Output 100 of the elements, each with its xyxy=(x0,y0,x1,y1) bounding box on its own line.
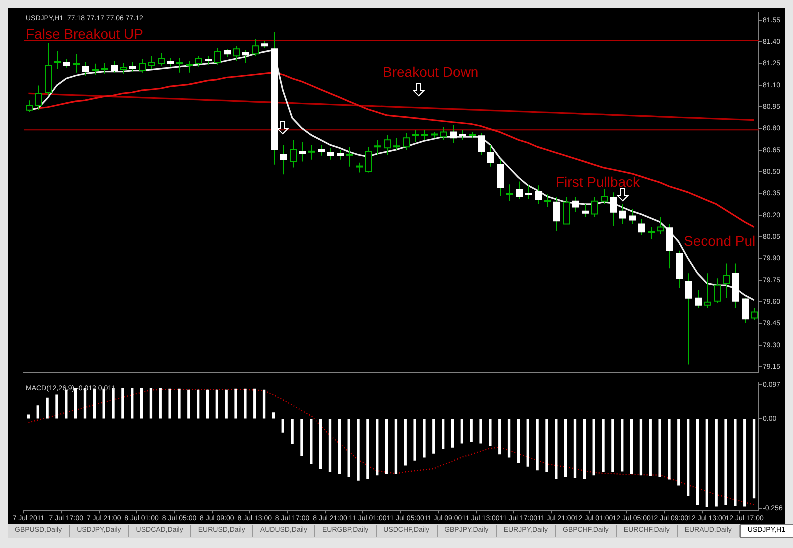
candlestick xyxy=(591,196,598,218)
candlestick xyxy=(111,60,118,74)
bar xyxy=(526,419,530,467)
candlestick xyxy=(506,184,513,202)
bar xyxy=(225,390,228,419)
bar xyxy=(131,388,134,419)
bar xyxy=(319,419,322,470)
candlestick xyxy=(648,226,655,240)
bar xyxy=(159,388,162,419)
bar xyxy=(517,419,520,464)
candlestick xyxy=(478,132,485,156)
candlestick xyxy=(139,58,146,74)
bar xyxy=(196,390,200,419)
bar xyxy=(734,419,737,506)
bar xyxy=(357,419,360,481)
candlestick xyxy=(421,130,428,141)
candlestick xyxy=(346,146,353,168)
candlestick xyxy=(525,185,532,200)
candlestick xyxy=(714,278,721,304)
candlestick xyxy=(459,130,466,141)
bar xyxy=(348,419,350,478)
candlestick xyxy=(638,218,645,236)
bar xyxy=(555,419,558,480)
candlestick xyxy=(92,63,99,76)
bar xyxy=(414,419,416,461)
bar xyxy=(460,419,464,444)
candlestick xyxy=(403,132,410,150)
candlestick xyxy=(440,126,447,141)
candlestick xyxy=(233,46,240,62)
bar xyxy=(470,419,473,442)
candlestick xyxy=(252,38,259,57)
candlestick xyxy=(327,148,334,160)
bar xyxy=(36,406,40,419)
candlestick xyxy=(563,196,570,225)
bar xyxy=(46,398,49,419)
candlestick xyxy=(176,57,183,74)
candlestick xyxy=(695,290,702,309)
candlestick xyxy=(487,144,494,168)
bar xyxy=(668,419,671,480)
bar xyxy=(168,388,172,419)
bar xyxy=(546,419,548,472)
candlestick xyxy=(101,62,108,74)
candlestick xyxy=(572,196,579,213)
bar xyxy=(640,419,643,476)
bar xyxy=(188,390,190,419)
bar xyxy=(744,419,746,507)
bar xyxy=(592,419,596,476)
candlestick xyxy=(535,185,542,205)
candlestick xyxy=(280,144,287,176)
candlestick xyxy=(723,263,730,299)
candlestick xyxy=(629,208,636,225)
candlestick xyxy=(158,52,165,66)
candlestick xyxy=(516,181,523,200)
candlestick xyxy=(704,273,711,309)
bar xyxy=(432,419,436,454)
bar xyxy=(752,419,756,499)
candlestick xyxy=(751,308,758,321)
candlestick xyxy=(186,60,193,74)
bar xyxy=(489,419,492,446)
bar xyxy=(150,388,153,419)
candlestick xyxy=(120,62,127,74)
bar xyxy=(291,419,294,444)
candlestick xyxy=(308,144,315,160)
candlestick xyxy=(356,162,363,174)
candlestick xyxy=(195,56,202,68)
candlestick xyxy=(666,224,673,270)
bar xyxy=(404,419,407,466)
candlestick xyxy=(742,298,749,324)
candlestick xyxy=(318,144,325,156)
candlestick xyxy=(54,50,61,70)
bar xyxy=(715,419,718,507)
bar xyxy=(498,419,502,455)
bar xyxy=(423,419,426,458)
bar xyxy=(583,419,586,480)
bar xyxy=(612,419,614,472)
candlestick xyxy=(374,140,381,156)
candlestick xyxy=(393,138,400,150)
candlestick xyxy=(619,204,626,225)
bar xyxy=(451,419,454,448)
bar xyxy=(385,419,388,474)
candlestick xyxy=(601,189,608,205)
candlestick xyxy=(290,140,297,168)
candlestick xyxy=(450,124,457,144)
candlestick xyxy=(365,146,372,174)
bar xyxy=(602,419,605,472)
bar xyxy=(282,419,284,433)
bar xyxy=(234,388,238,419)
candlestick xyxy=(26,100,33,113)
candlestick xyxy=(553,196,560,232)
candlestick xyxy=(242,50,249,64)
candlestick xyxy=(337,149,344,160)
bar xyxy=(442,419,445,449)
candlestick xyxy=(544,194,551,208)
candlestick xyxy=(685,273,692,366)
candlestick xyxy=(299,142,306,162)
annotation: Second Pul xyxy=(684,233,756,249)
bar xyxy=(74,388,78,419)
bar xyxy=(564,419,568,478)
bar xyxy=(376,419,379,476)
candlestick xyxy=(657,216,664,235)
